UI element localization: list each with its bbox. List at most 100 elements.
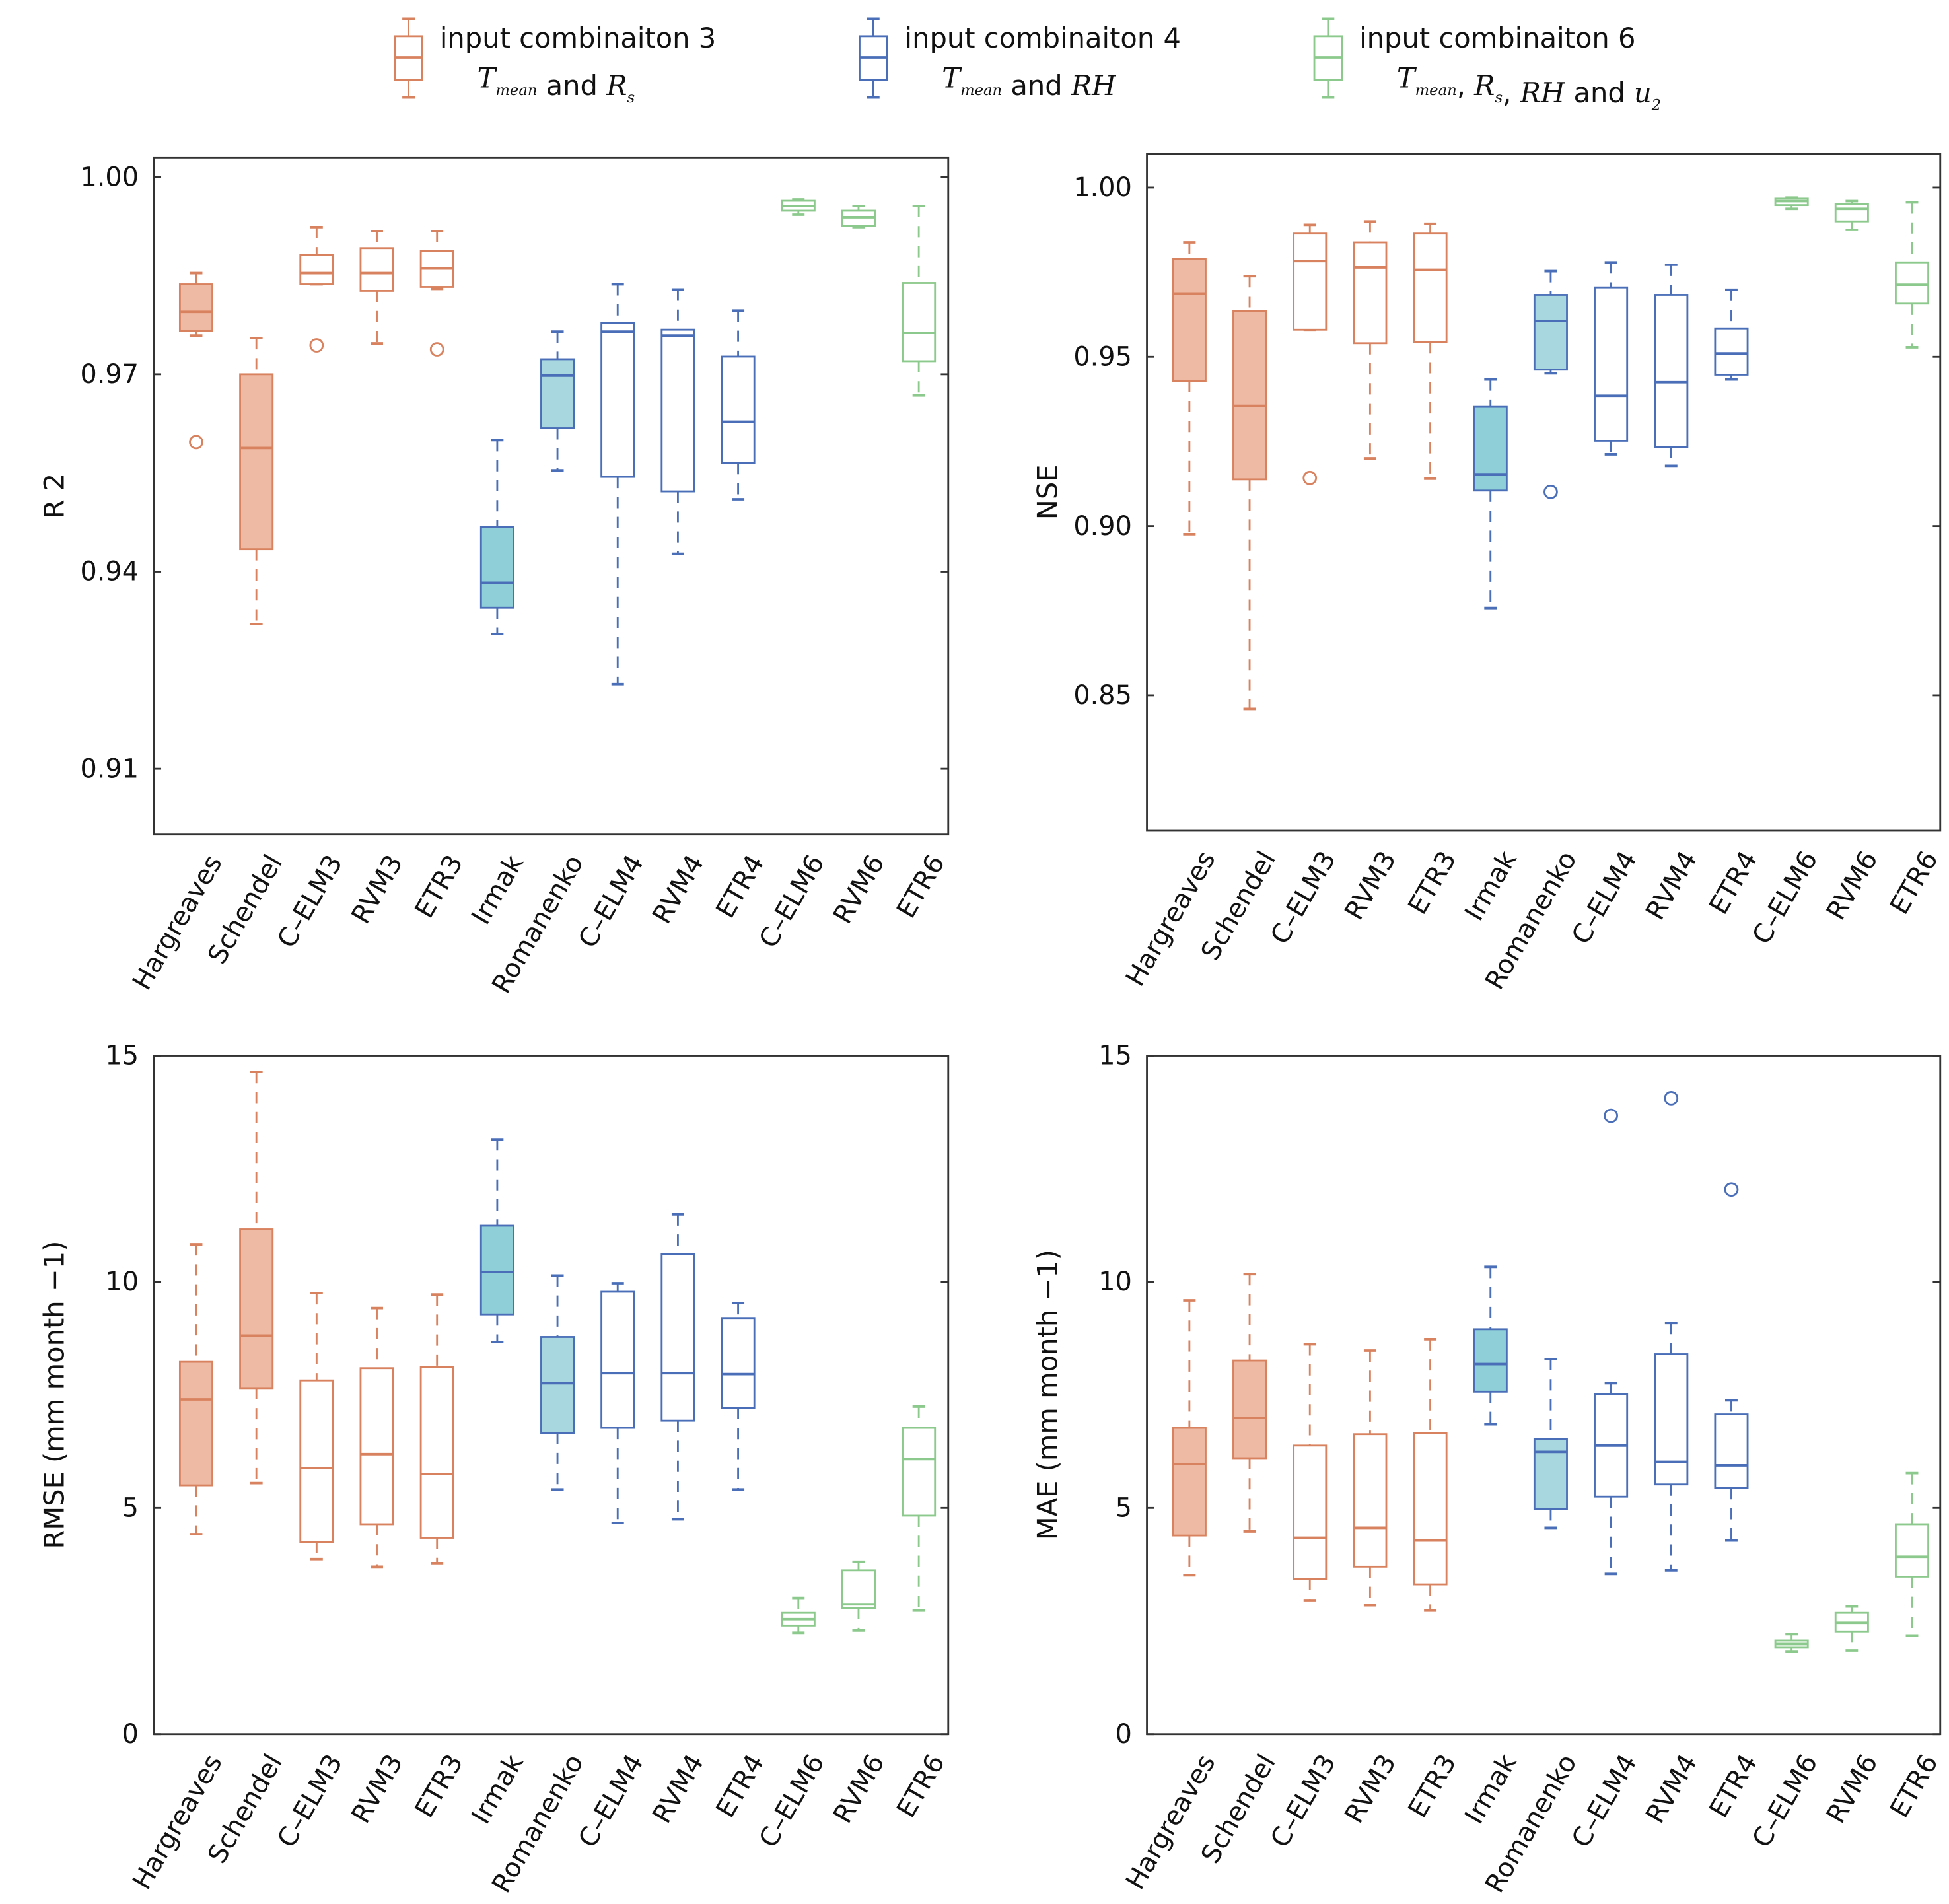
y-axis-title: MAE (mm month −1): [1031, 1250, 1063, 1540]
x-tick-label: Hargreaves: [127, 850, 229, 995]
iqr-box: [178, 1360, 214, 1487]
formula-subscript: 2: [1651, 96, 1661, 114]
iqr-box: [1654, 1353, 1689, 1486]
y-tick-label: 15: [1098, 1041, 1132, 1071]
box-rvm4: [1654, 263, 1689, 468]
box-celm4: [600, 283, 635, 686]
x-tick-label: Hargreaves: [127, 1749, 229, 1895]
iqr-box: [1413, 232, 1448, 343]
plot-frame: [1146, 153, 1942, 832]
iqr-box: [540, 358, 575, 429]
iqr-box: [1594, 286, 1629, 442]
iqr-box: [1353, 1433, 1388, 1568]
box-rvm4: [660, 1213, 695, 1521]
box-celm6: [1774, 196, 1809, 211]
box-schendel: [1232, 275, 1267, 711]
iqr-box: [1834, 203, 1869, 223]
box-etr4: [721, 309, 756, 501]
iqr-box: [479, 1224, 514, 1316]
box-celm3: [1293, 223, 1328, 485]
box-rvm3: [359, 1306, 394, 1569]
y-axis-title: NSE: [1031, 464, 1063, 520]
iqr-box: [178, 283, 214, 332]
panels: 1.000.970.940.91R 2HargreavesSchendelC–E…: [38, 153, 1944, 1898]
box-rvm6: [1834, 199, 1869, 231]
y-tick-label: 0.97: [81, 359, 139, 390]
box-celm6: [781, 1596, 816, 1635]
formula-part: and: [1565, 77, 1634, 109]
y-tick-label: 0.90: [1073, 511, 1131, 542]
iqr-box: [1894, 261, 1930, 305]
iqr-box: [1714, 1413, 1749, 1489]
formula-part: ,: [1503, 77, 1520, 109]
x-tick-label: ETR3: [1402, 846, 1462, 920]
iqr-box: [1533, 1438, 1568, 1510]
legend-label: input combinaiton 6: [1359, 22, 1635, 54]
box-rvm3: [1353, 1349, 1388, 1607]
y-tick-label: 0: [122, 1719, 139, 1749]
x-tick-label: Hargreaves: [1120, 1749, 1222, 1895]
iqr-box: [1714, 327, 1749, 376]
legend-formula: Tmean and RH: [942, 61, 1116, 101]
box-rvm4: [660, 288, 695, 555]
x-tick-label: RVM4: [647, 850, 710, 929]
formula-part: R: [1473, 69, 1495, 102]
box-etr4: [721, 1302, 756, 1491]
outlier-point: [309, 338, 324, 353]
x-tick-label: ETR6: [1884, 846, 1944, 920]
x-tick-label: RVM6: [1821, 1749, 1884, 1829]
box-irmak: [479, 1138, 514, 1343]
iqr-box: [1353, 241, 1388, 345]
y-tick-label: 0.94: [81, 557, 139, 587]
outlier-point: [1664, 1091, 1679, 1106]
y-axis-title: R 2: [38, 474, 70, 519]
x-tick-label: ETR4: [710, 1749, 770, 1823]
iqr-box: [1413, 1432, 1448, 1586]
x-tick-label: ETR6: [891, 1749, 951, 1823]
formula-part: RH: [1071, 69, 1116, 102]
x-tick-label: ETR3: [409, 1749, 469, 1823]
formula-subscript: s: [627, 89, 635, 106]
iqr-box: [1473, 1328, 1508, 1393]
box-schendel: [1232, 1273, 1267, 1533]
legend-item: input combinaiton 3 Tmean and Rs: [394, 17, 716, 106]
x-tick-label: ETR4: [710, 850, 770, 924]
iqr-box: [540, 1336, 575, 1434]
x-tick-label: RVM3: [1339, 846, 1402, 925]
iqr-box: [1894, 1523, 1930, 1578]
box-celm3: [299, 225, 334, 353]
box-celm3: [299, 1292, 334, 1561]
box-irmak: [1473, 1265, 1508, 1426]
iqr-box: [1172, 1427, 1207, 1537]
outlier-point: [1604, 1108, 1618, 1123]
iqr-box: [721, 355, 756, 464]
formula-part: T: [1397, 61, 1417, 94]
iqr-box: [479, 526, 514, 609]
outlier-point: [189, 435, 203, 450]
box-etr3: [419, 229, 454, 357]
box-romanenko: [540, 1274, 575, 1491]
x-tick-label: ETR3: [409, 850, 469, 924]
formula-subscript: mean: [495, 82, 537, 99]
formula-part: R: [606, 69, 627, 102]
iqr-box: [902, 282, 937, 363]
box-rvm4: [1654, 1091, 1689, 1572]
y-tick-label: 1.00: [81, 162, 139, 192]
formula-part: T: [942, 61, 962, 94]
x-tick-label: Irmak: [466, 1749, 530, 1829]
x-tick-label: ETR4: [1703, 1749, 1763, 1823]
box-celm4: [1594, 1108, 1629, 1576]
y-tick-label: 10: [1098, 1267, 1132, 1297]
outlier-point: [1302, 470, 1318, 485]
y-tick-label: 0.85: [1073, 680, 1131, 711]
formula-part: RH: [1520, 77, 1565, 109]
nse-panel: 1.000.950.900.85NSEHargreavesSchendelC–E…: [1031, 153, 1944, 995]
legend-formula: Tmean, Rs, RH and u2: [1397, 61, 1661, 114]
formula-part: and: [537, 69, 606, 102]
box-hargreaves: [1172, 241, 1207, 536]
x-tick-label: Irmak: [1459, 1749, 1523, 1829]
box-etr3: [1413, 222, 1448, 480]
box-irmak: [479, 439, 514, 635]
